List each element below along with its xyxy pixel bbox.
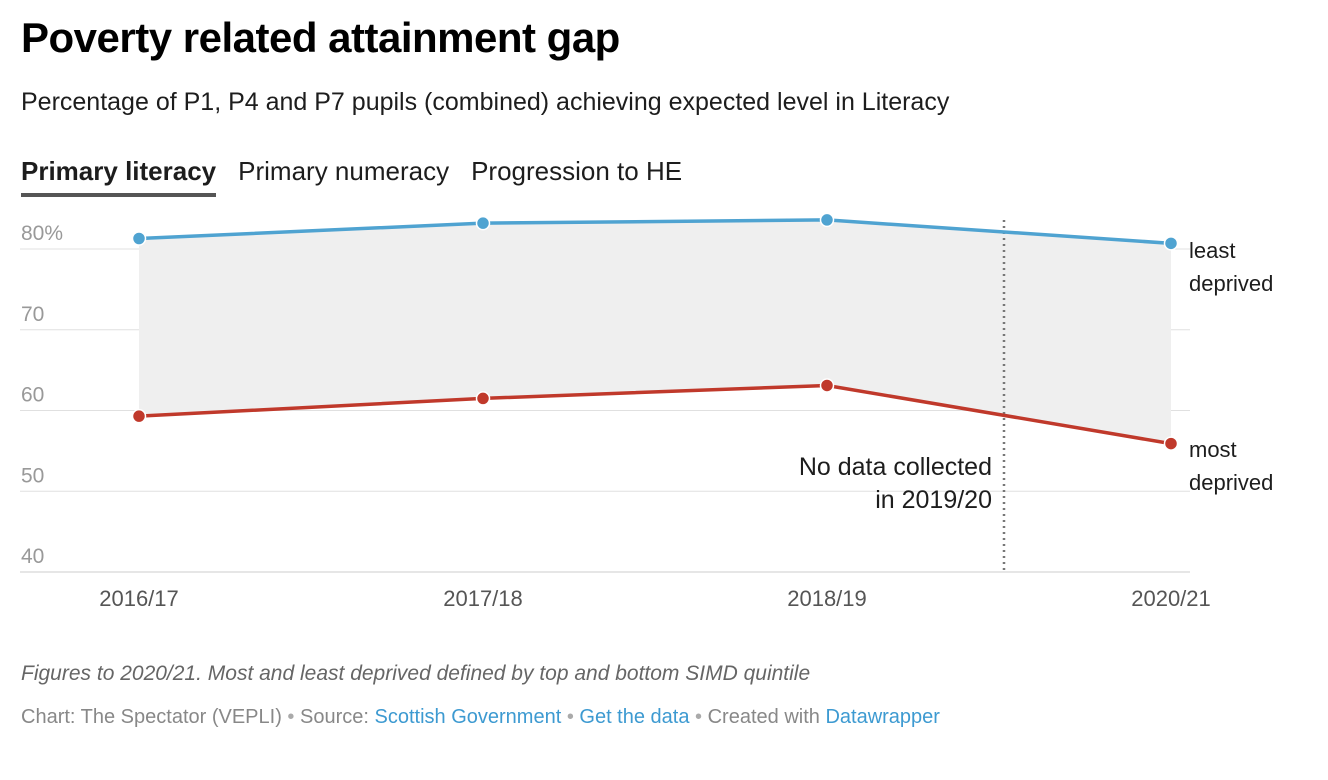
data-point [131, 408, 147, 424]
gap-area [139, 219, 1171, 444]
tab-bar: Primary literacy Primary numeracy Progre… [21, 156, 682, 197]
tab-primary-numeracy[interactable]: Primary numeracy [238, 156, 450, 186]
series-label: deprived [1189, 271, 1273, 296]
separator: • [695, 706, 703, 728]
separator: • [566, 706, 574, 728]
y-tick-label: 40 [21, 545, 44, 568]
chart-credits: Chart: The Spectator (VEPLI) • Source: S… [21, 706, 940, 729]
chart-subtitle: Percentage of P1, P4 and P7 pupils (comb… [21, 88, 950, 116]
tab-primary-literacy[interactable]: Primary literacy [21, 156, 217, 197]
series-label: deprived [1189, 470, 1273, 495]
source-link[interactable]: Scottish Government [374, 706, 562, 728]
data-point [819, 378, 835, 393]
data-point [819, 212, 835, 228]
x-tick-label: 2020/21 [1131, 586, 1211, 611]
annotation-text: in 2019/20 [875, 486, 992, 514]
chart-title: Poverty related attainment gap [21, 14, 620, 61]
data-point [475, 391, 491, 406]
data-point [1163, 436, 1179, 451]
x-tick-label: 2017/18 [443, 586, 523, 611]
series-label: least [1189, 238, 1235, 263]
y-tick-label: 70 [21, 303, 44, 326]
series-label: most [1189, 437, 1237, 462]
source-label: Source: [300, 706, 369, 728]
series-line [138, 383, 1172, 446]
credit-chart-by: Chart: The Spectator (VEPLI) [21, 706, 282, 728]
series-line [138, 218, 1172, 246]
x-tick-label: 2016/17 [99, 586, 179, 611]
annotation-text: No data collected [799, 453, 992, 481]
y-tick-label: 50 [21, 464, 44, 487]
separator: • [287, 706, 295, 728]
chart-notes: Figures to 2020/21. Most and least depri… [21, 662, 811, 685]
datawrapper-link[interactable]: Datawrapper [825, 706, 940, 728]
x-tick-label: 2018/19 [787, 586, 867, 611]
data-point [1163, 236, 1179, 251]
line-chart: 40 50 60 70 80% 2016/17 2017/18 2018/19 2020/21 N… [20, 212, 1273, 611]
created-with-label: Created with [707, 706, 820, 728]
tab-progression-to-he[interactable]: Progression to HE [471, 156, 683, 186]
data-point [131, 231, 147, 246]
y-tick-label: 60 [21, 384, 44, 407]
y-tick-label: 80% [21, 222, 63, 245]
data-point [475, 215, 491, 231]
get-data-link[interactable]: Get the data [579, 706, 690, 728]
